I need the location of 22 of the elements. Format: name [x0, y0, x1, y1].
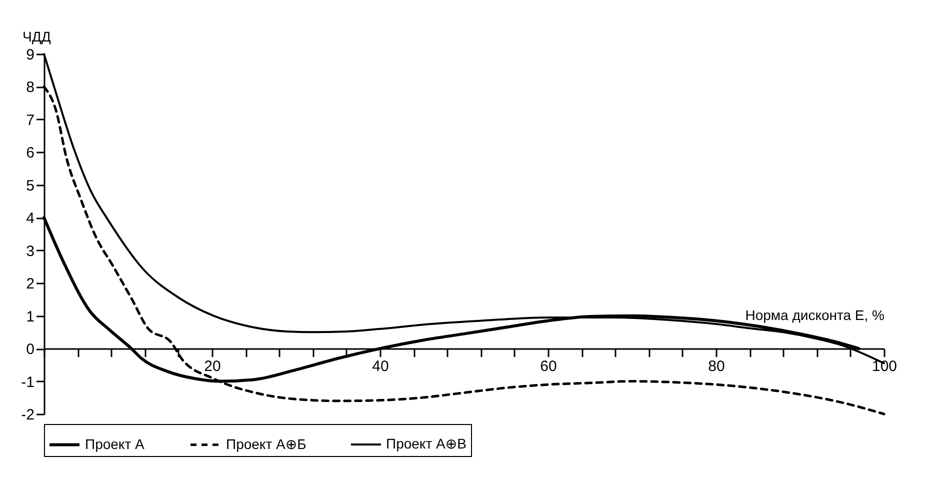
y-tick-label: 9: [26, 46, 34, 64]
x-axis-title: Норма дисконта E, %: [745, 307, 884, 324]
y-tick-label: 4: [26, 210, 34, 228]
y-tick-label: 0: [26, 341, 34, 358]
x-tick-label: 100: [872, 358, 898, 376]
x-tick-label: 80: [708, 358, 725, 376]
y-tick-label: 3: [26, 242, 34, 260]
y-tick-label: 6: [26, 144, 34, 162]
x-tick-label: 60: [540, 358, 557, 376]
y-tick-label: 7: [26, 112, 34, 129]
y-tick-label: -2: [21, 406, 34, 424]
y-tick-label: 5: [26, 177, 34, 194]
legend-label: Проект А⊕В: [386, 436, 466, 452]
y-tick-label: 8: [26, 79, 34, 96]
y-tick-label: 1: [26, 308, 34, 326]
y-tick-label: -1: [21, 374, 34, 391]
x-tick-label: 20: [204, 358, 221, 376]
y-axis-title: ЧДД: [22, 28, 52, 44]
legend-label: Проект А: [85, 436, 146, 452]
legend-label: Проект А⊕Б: [226, 436, 306, 452]
y-tick-label: 2: [26, 276, 34, 293]
x-tick-label: 40: [372, 358, 389, 376]
